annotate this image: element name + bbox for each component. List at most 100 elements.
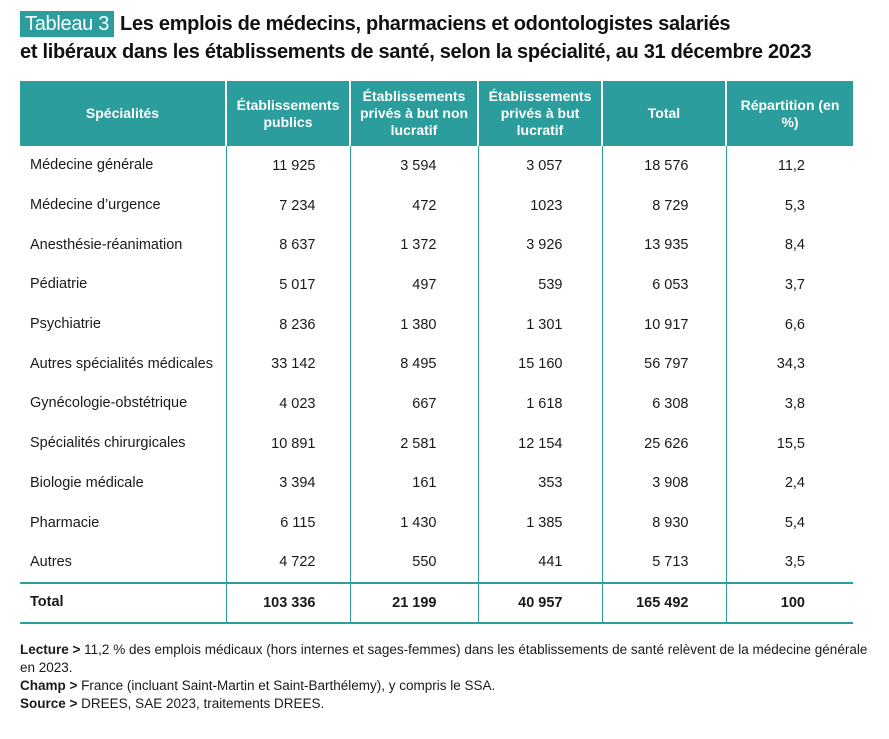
table-cell: 472 xyxy=(349,185,478,226)
note-champ-label: Champ > xyxy=(20,678,78,693)
table-number-badge: Tableau 3 xyxy=(20,11,115,37)
table-cell: 6 115 xyxy=(225,503,350,543)
table-cell: 15,5 xyxy=(725,423,853,464)
title-line-2: et libéraux dans les établissements de s… xyxy=(20,41,812,63)
table-cell: 3 926 xyxy=(477,225,602,266)
table-cell: 8 495 xyxy=(349,344,478,385)
table-cell: 1 301 xyxy=(477,304,602,345)
notes: Lecture > 11,2 % des emplois médicaux (h… xyxy=(20,641,870,713)
row-label: Psychiatrie xyxy=(30,316,101,333)
table-body: Médecine générale 11 925 3 594 3 057 18 576 1… xyxy=(20,146,853,624)
row-label: Biologie médicale xyxy=(30,474,144,491)
table-cell: 1 380 xyxy=(349,304,478,345)
note-champ: Champ > France (incluant Saint-Martin et… xyxy=(20,677,870,695)
table-cell: 3 057 xyxy=(477,146,602,186)
note-source-label: Source > xyxy=(20,696,78,711)
table-cell: 56 797 xyxy=(601,344,726,385)
table-row: Autres spécialités médicales 33 142 8 495 1… xyxy=(20,344,853,385)
table-cell: 2 581 xyxy=(349,423,478,464)
table-cell: 4 722 xyxy=(225,542,350,583)
table-row: Pédiatrie 5 017 497 539 6 053 3,7 xyxy=(20,265,853,305)
row-label: Spécialités chirurgicales xyxy=(30,435,186,452)
table-cell: 100 xyxy=(725,581,853,624)
note-lecture: Lecture > 11,2 % des emplois médicaux (h… xyxy=(20,641,870,677)
table-cell: 103 336 xyxy=(225,581,350,624)
note-source-text: DREES, SAE 2023, traitements DREES. xyxy=(81,696,325,711)
note-champ-text: France (incluant Saint-Martin et Saint-B… xyxy=(81,678,496,693)
table-cell: 3 908 xyxy=(601,463,726,504)
row-label: Anesthésie-réanimation xyxy=(30,236,183,253)
title-line-1: Tableau 3 Les emplois de médecins, pharma… xyxy=(20,10,880,38)
table-cell: 6 053 xyxy=(601,265,726,305)
table-cell: 8,4 xyxy=(725,225,853,266)
note-source: Source > DREES, SAE 2023, traitements DR… xyxy=(20,695,870,713)
table-cell: 539 xyxy=(477,265,602,305)
table-cell: 353 xyxy=(477,463,602,504)
table-cell: 1 372 xyxy=(349,225,478,266)
column-header-specialites: Spécialités xyxy=(20,81,226,146)
table-cell: 2,4 xyxy=(725,463,853,504)
table-cell: 1023 xyxy=(477,185,602,226)
row-label: Pédiatrie xyxy=(30,276,88,293)
table-cell: 12 154 xyxy=(477,423,602,464)
table-cell: 11 925 xyxy=(225,146,350,186)
table-cell: 5 017 xyxy=(225,265,350,305)
table-cell: 10 891 xyxy=(225,423,350,464)
column-header-prives-non-lucratif: Établissements privés à but non lucratif xyxy=(349,81,478,146)
table-row: Spécialités chirurgicales 10 891 2 581 12 1… xyxy=(20,423,853,464)
table-cell: 13 935 xyxy=(601,225,726,266)
table-cell: 4 023 xyxy=(225,384,350,424)
column-header-total: Total xyxy=(601,81,726,146)
row-label: Autres xyxy=(30,553,72,570)
table-cell: 3,8 xyxy=(725,384,853,424)
row-label: Médecine générale xyxy=(30,157,154,174)
data-table: Spécialités Établissements publics Établ… xyxy=(20,81,853,624)
table-cell: 25 626 xyxy=(601,423,726,464)
table-cell: 3,7 xyxy=(725,265,853,305)
table-cell: 3,5 xyxy=(725,542,853,583)
table-cell: 18 576 xyxy=(601,146,726,186)
table-cell: 6 308 xyxy=(601,384,726,424)
table-cell: 5,3 xyxy=(725,185,853,226)
table-row: Autres 4 722 550 441 5 713 3,5 xyxy=(20,542,853,583)
table-cell: 441 xyxy=(477,542,602,583)
column-header-repartition: Répartition (en %) xyxy=(725,81,853,146)
table-cell: 497 xyxy=(349,265,478,305)
table-cell: 5 713 xyxy=(601,542,726,583)
table-cell: 8 236 xyxy=(225,304,350,345)
row-label: Médecine d’urgence xyxy=(30,197,161,214)
table-cell: 11,2 xyxy=(725,146,853,186)
table-cell: 3 594 xyxy=(349,146,478,186)
note-lecture-label: Lecture > xyxy=(20,642,81,657)
total-row: Total 103 336 21 199 40 957 165 492 100 xyxy=(20,581,853,624)
table-cell: 1 618 xyxy=(477,384,602,424)
table-cell: 5,4 xyxy=(725,503,853,543)
table-row: Pharmacie 6 115 1 430 1 385 8 930 5,4 xyxy=(20,503,853,543)
table-cell: 550 xyxy=(349,542,478,583)
row-label: Gynécologie-obstétrique xyxy=(30,395,188,412)
column-header-publics: Établissements publics xyxy=(225,81,350,146)
table-cell: 8 729 xyxy=(601,185,726,226)
table-cell: 33 142 xyxy=(225,344,350,385)
table-cell: 3 394 xyxy=(225,463,350,504)
table-row: Médecine générale 11 925 3 594 3 057 18 576 1… xyxy=(20,146,853,186)
row-label: Total xyxy=(20,581,226,624)
header-row: Spécialités Établissements publics Établ… xyxy=(20,81,853,146)
table-cell: 161 xyxy=(349,463,478,504)
table-cell: 8 930 xyxy=(601,503,726,543)
table-cell: 34,3 xyxy=(725,344,853,385)
table-cell: 1 430 xyxy=(349,503,478,543)
table-cell: 165 492 xyxy=(601,581,726,624)
table-row: Biologie médicale 3 394 161 353 3 908 2,4 xyxy=(20,463,853,504)
table-cell: 1 385 xyxy=(477,503,602,543)
note-lecture-text: 11,2 % des emplois médicaux (hors intern… xyxy=(20,642,868,675)
column-header-prives-lucratif: Établissements privés à but lucratif xyxy=(477,81,602,146)
row-label: Pharmacie xyxy=(30,514,100,531)
title-text-1: Les emplois de médecins, pharmaciens et … xyxy=(120,13,731,35)
table-cell: 6,6 xyxy=(725,304,853,345)
table-row: Anesthésie-réanimation 8 637 1 372 3 926 13 … xyxy=(20,225,853,266)
table-cell: 8 637 xyxy=(225,225,350,266)
table-cell: 7 234 xyxy=(225,185,350,226)
table-row: Gynécologie-obstétrique 4 023 667 1 618 6 30… xyxy=(20,384,853,424)
table-cell: 15 160 xyxy=(477,344,602,385)
